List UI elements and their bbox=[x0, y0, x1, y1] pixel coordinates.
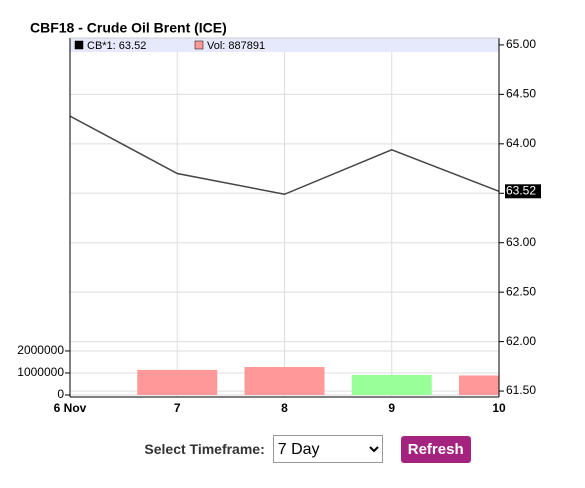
x-tick-label: 7 bbox=[174, 401, 181, 415]
last-price-bg bbox=[505, 184, 541, 199]
y-tick-label: 64.00 bbox=[506, 136, 536, 150]
y2-tick-label: 1000000 bbox=[17, 365, 64, 379]
y-tick-label: 64.50 bbox=[506, 87, 536, 101]
y-tick-label: 62.50 bbox=[506, 284, 536, 298]
volume-bar bbox=[459, 375, 499, 396]
x-tick-label: 6 Nov bbox=[54, 401, 87, 415]
x-tick-label: 8 bbox=[281, 401, 288, 415]
volume-bar bbox=[137, 369, 218, 396]
price-line bbox=[69, 115, 500, 196]
legend-swatch bbox=[74, 40, 84, 50]
legend-band bbox=[70, 38, 499, 52]
foreground: 61.5062.0062.5063.0063.5064.0064.5065.00… bbox=[17, 37, 541, 415]
legend-label: Vol: 887891 bbox=[207, 40, 265, 52]
y-tick-label: 62.00 bbox=[506, 334, 536, 348]
volume-bar bbox=[244, 367, 325, 396]
legend-swatch bbox=[194, 40, 204, 50]
grid bbox=[70, 38, 499, 397]
y-tick-label: 61.50 bbox=[506, 383, 536, 397]
volume-bars bbox=[137, 367, 499, 396]
timeframe-label: Select Timeframe: bbox=[144, 441, 265, 457]
last-price-label: 63.52 bbox=[506, 183, 536, 197]
x-tick-label: 9 bbox=[388, 401, 395, 415]
chart-title: CBF18 - Crude Oil Brent (ICE) bbox=[30, 20, 227, 36]
chart: CBF18 - Crude Oil Brent (ICE) 61.50 62.00… bbox=[17, 20, 541, 415]
y2-tick-label: 2000000 bbox=[17, 343, 64, 357]
controls: Select Timeframe: 7 Day Refresh bbox=[0, 434, 585, 464]
timeframe-select[interactable]: 7 Day bbox=[272, 435, 383, 463]
y-tick-label: 63.00 bbox=[506, 235, 536, 249]
y2-tick-label: 0 bbox=[57, 387, 64, 401]
volume-bar bbox=[351, 374, 432, 396]
y-tick-label: 65.00 bbox=[506, 37, 536, 51]
refresh-button[interactable]: Refresh bbox=[400, 435, 471, 463]
x-tick-label: 10 bbox=[492, 401, 506, 415]
legend-label: CB*1: 63.52 bbox=[87, 40, 146, 52]
